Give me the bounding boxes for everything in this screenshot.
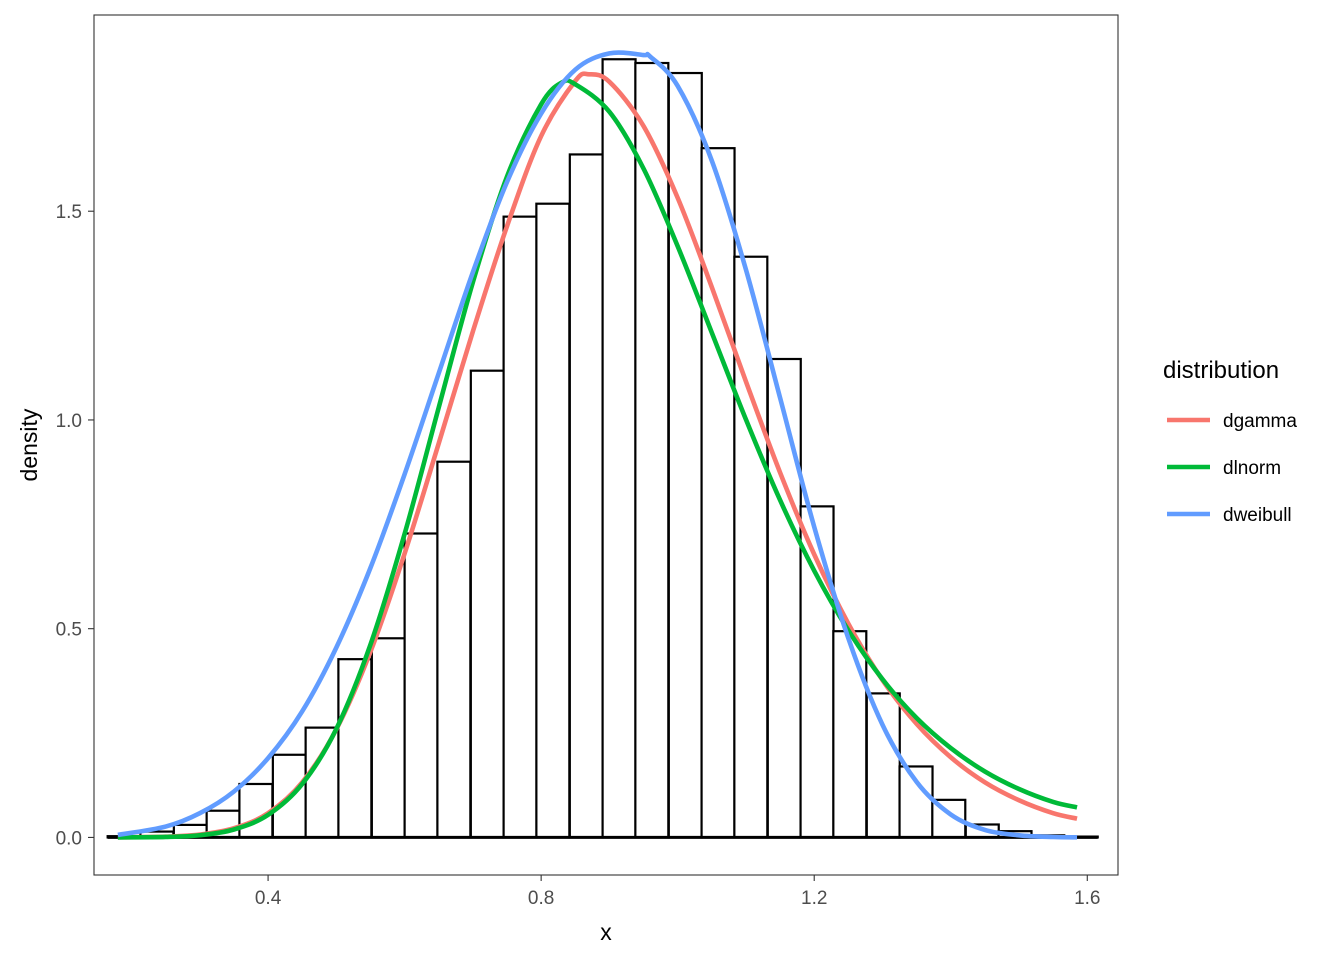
legend-label-dweibull: dweibull [1223, 505, 1292, 526]
histogram-bar [898, 765, 934, 839]
histogram-bar [502, 215, 538, 839]
histogram-bar [601, 58, 637, 839]
histogram-bar [469, 369, 505, 839]
legend-item-dlnorm: dlnorm [1167, 458, 1281, 479]
legend-item-dgamma: dgamma [1167, 411, 1297, 432]
histogram-bar [403, 532, 439, 839]
y-axis-title: density [16, 408, 42, 481]
histogram-bar [535, 202, 571, 839]
y-tick-label: 0.0 [56, 828, 82, 849]
legend-item-dweibull: dweibull [1167, 505, 1292, 526]
histogram-bar [304, 726, 340, 839]
histogram-bar [832, 630, 868, 839]
y-tick-label: 0.5 [56, 620, 82, 641]
histogram-bar [370, 637, 406, 839]
histogram-bar [568, 153, 604, 839]
x-axis-title: x [600, 919, 612, 945]
histogram-bar [238, 782, 274, 839]
plot-panel-border [93, 14, 1119, 876]
histogram-bar [700, 147, 736, 839]
x-tick-label: 0.4 [255, 888, 282, 909]
x-tick-label: 1.6 [1074, 888, 1100, 909]
histogram-bar [733, 255, 769, 839]
legend: distribution dgamma dlnorm dweibull [1163, 357, 1297, 526]
y-tick-label: 1.0 [56, 411, 82, 432]
dlnorm-curve [117, 78, 1078, 840]
axes: 0.4 0.8 1.2 1.6 0.0 0.5 1.0 1.5 [56, 202, 1101, 909]
histogram-bar [865, 692, 901, 839]
y-tick-label: 1.5 [56, 202, 82, 223]
legend-label-dgamma: dgamma [1223, 411, 1297, 432]
legend-label-dlnorm: dlnorm [1223, 458, 1281, 479]
dweibull-curve [117, 50, 1078, 840]
histogram-bar [436, 460, 472, 839]
histogram-bar [766, 357, 802, 839]
histogram-bars [106, 58, 1099, 839]
density-curves [117, 50, 1078, 840]
x-tick-label: 0.8 [528, 888, 554, 909]
histogram-bar [634, 61, 670, 839]
x-tick-label: 1.2 [801, 888, 827, 909]
legend-title: distribution [1163, 357, 1279, 384]
